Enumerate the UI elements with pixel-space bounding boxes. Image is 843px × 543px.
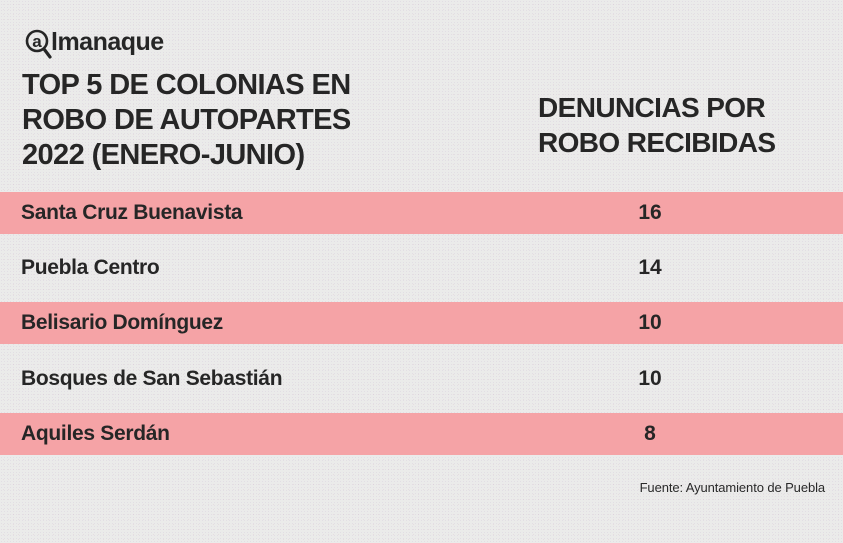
brand-logo: a lmanaque	[25, 27, 164, 61]
table-row: Belisario Domínguez 10	[0, 302, 843, 344]
title-line: 2022 (ENERO-JUNIO)	[22, 139, 305, 171]
colonia-name: Belisario Domínguez	[21, 311, 224, 334]
colonia-name: Santa Cruz Buenavista	[21, 201, 243, 224]
column-header-line: ROBO RECIBIDAS	[538, 127, 776, 158]
table-row: Puebla Centro 14	[0, 247, 843, 289]
denuncias-value: 16	[638, 201, 662, 224]
colonia-name: Puebla Centro	[21, 256, 160, 279]
column-header: DENUNCIAS POR ROBO RECIBIDAS	[538, 90, 838, 160]
denuncias-value: 8	[644, 422, 656, 445]
table-row: Santa Cruz Buenavista 16	[0, 192, 843, 234]
source-note: Fuente: Ayuntamiento de Puebla	[639, 480, 826, 495]
column-header-line: DENUNCIAS POR	[538, 92, 766, 123]
table-row: Bosques de San Sebastián 10	[0, 358, 843, 400]
colonia-name: Bosques de San Sebastián	[21, 367, 283, 390]
svg-text:a: a	[32, 32, 42, 51]
brand-name: lmanaque	[51, 28, 164, 56]
denuncias-value: 10	[638, 311, 662, 334]
title-line: TOP 5 DE COLONIAS EN	[22, 69, 351, 101]
chart-title: TOP 5 DE COLONIAS EN ROBO DE AUTOPARTES …	[22, 68, 442, 173]
colonia-name: Aquiles Serdán	[21, 422, 170, 445]
denuncias-value: 14	[638, 256, 662, 279]
denuncias-value: 10	[638, 367, 662, 390]
magnifier-a-icon: a	[25, 28, 52, 60]
table-row: Aquiles Serdán 8	[0, 413, 843, 455]
title-line: ROBO DE AUTOPARTES	[22, 104, 351, 136]
